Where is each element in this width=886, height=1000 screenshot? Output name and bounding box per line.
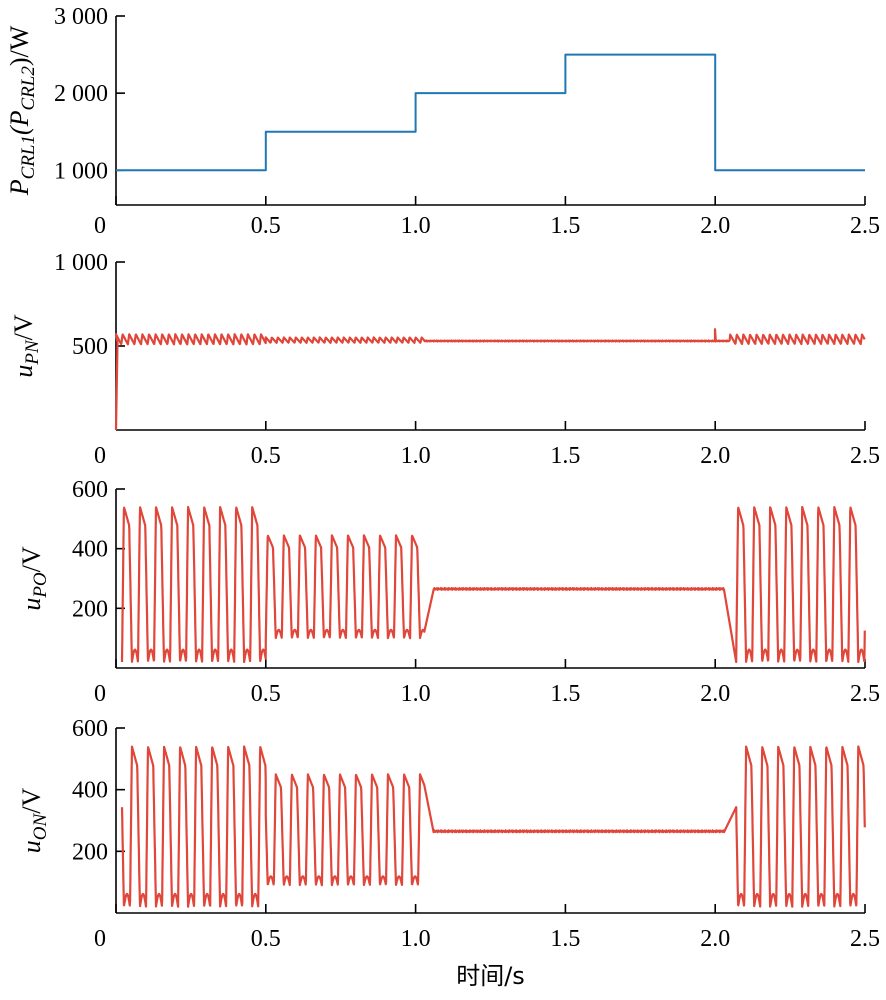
x-tick-label: 0 <box>94 926 106 952</box>
x-tick-label: 1.0 <box>401 213 431 239</box>
series-line <box>116 53 865 172</box>
y-tick-label: 1 000 <box>54 158 108 184</box>
x-tick-label: 1.0 <box>401 681 431 707</box>
y-tick-label: 400 <box>72 537 108 563</box>
panel-4: 200 400 600 0 0.5 1.0 1.5 2.0 2.5 uON/V 时间/s <box>17 716 880 990</box>
y-axis-title: PCRL1(PCRL2)/W <box>5 25 39 196</box>
x-tick-label: 2.5 <box>850 681 880 707</box>
y-tick-label: 600 <box>72 477 108 503</box>
panel-3: 200 400 600 0 0.5 1.0 1.5 2.0 2.5 uPO/V <box>17 477 880 707</box>
y-tick-label: 2 000 <box>54 81 108 107</box>
y-tick-label: 500 <box>72 334 108 360</box>
x-tick-label: 0.5 <box>251 443 281 469</box>
x-tick-label: 1.5 <box>550 926 580 952</box>
x-tick-label: 2.0 <box>700 926 730 952</box>
y-axis-title: uPN/V <box>9 314 43 378</box>
panel-2: 500 1 000 0 0.5 1.0 1.5 2.0 2.5 uPN/V <box>9 250 880 469</box>
x-tick-label: 2.0 <box>700 443 730 469</box>
x-tick-label: 2.5 <box>850 213 880 239</box>
x-tick-label: 2.0 <box>700 681 730 707</box>
x-tick-label: 2.0 <box>700 213 730 239</box>
x-tick-label: 0 <box>94 681 106 707</box>
y-tick-label: 200 <box>72 839 108 865</box>
y-tick-label: 400 <box>72 778 108 804</box>
y-axis-title: uPO/V <box>17 546 51 611</box>
x-tick-label: 0 <box>94 443 106 469</box>
y-tick-label: 200 <box>72 596 108 622</box>
x-tick-label: 0.5 <box>251 681 281 707</box>
x-tick-label: 0.5 <box>251 213 281 239</box>
x-tick-label: 2.5 <box>850 926 880 952</box>
series-line <box>120 505 866 664</box>
y-tick-label: 1 000 <box>54 250 108 276</box>
x-tick-label: 0 <box>94 213 106 239</box>
series-line <box>114 328 866 431</box>
y-axis-title: uON/V <box>17 788 51 854</box>
y-tick-label: 3 000 <box>54 4 108 30</box>
x-tick-label: 2.5 <box>850 443 880 469</box>
x-tick-label: 1.0 <box>401 443 431 469</box>
series-line <box>120 745 866 908</box>
x-tick-label: 1.5 <box>550 443 580 469</box>
x-tick-label: 1.5 <box>550 681 580 707</box>
x-tick-label: 1.0 <box>401 926 431 952</box>
x-tick-label: 1.5 <box>550 213 580 239</box>
y-tick-label: 600 <box>72 716 108 742</box>
x-tick-label: 0.5 <box>251 926 281 952</box>
panel-1: 1 000 2 000 3 000 0 0.5 1.0 1.5 2.0 2.5 PCRL1(PCR… <box>5 4 880 239</box>
x-axis-title: 时间/s <box>456 962 525 990</box>
